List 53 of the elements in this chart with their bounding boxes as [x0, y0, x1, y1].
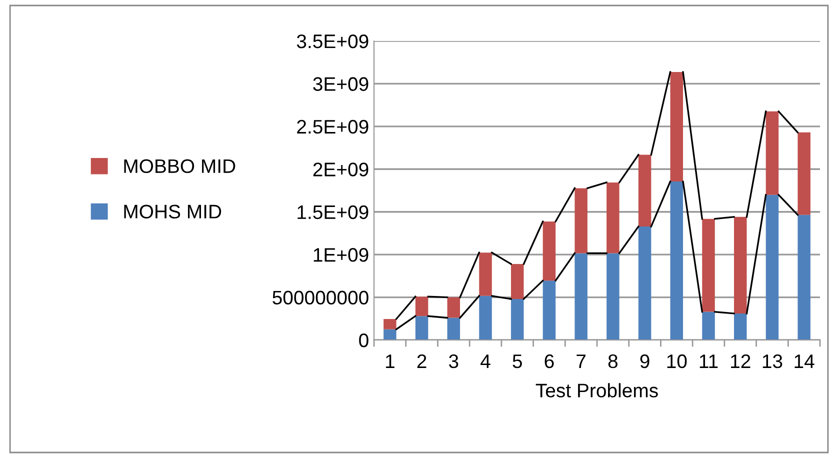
x-tick-label: 5 — [512, 354, 522, 368]
x-tick-label: 10 — [667, 354, 687, 368]
bar — [670, 72, 684, 182]
bar — [670, 182, 684, 340]
y-tick-label: 2E+09 — [313, 162, 368, 176]
bar — [638, 226, 652, 340]
bar — [766, 111, 779, 195]
bar — [479, 296, 492, 340]
x-tick-label: 4 — [480, 354, 490, 368]
bar — [510, 298, 524, 340]
x-tick-label: 14 — [794, 354, 814, 368]
bar — [574, 188, 588, 254]
x-tick-label: 3 — [448, 354, 458, 368]
bar — [702, 218, 715, 312]
x-tick-label: 11 — [700, 354, 718, 368]
bar — [447, 318, 460, 340]
y-tick-label: 1E+09 — [314, 248, 368, 262]
x-tick-label: 13 — [762, 354, 782, 368]
bar — [798, 214, 810, 340]
bar — [702, 312, 715, 340]
x-tick-label: 9 — [640, 354, 650, 368]
y-tick-label: 2.5E+09 — [297, 120, 368, 134]
y-tick-label: 0 — [359, 333, 368, 348]
bar — [415, 316, 428, 340]
bar — [798, 132, 810, 215]
x-tick-label: 7 — [576, 354, 586, 368]
bar — [638, 154, 652, 227]
bar — [766, 194, 779, 340]
x-tick-label: 8 — [608, 354, 618, 368]
x-tick-label: 2 — [417, 354, 426, 368]
y-tick-label: 1.5E+09 — [298, 205, 368, 220]
legend-label: MOHS MID — [124, 204, 222, 218]
x-tick-label: 12 — [731, 354, 750, 368]
x-axis-title: Test Problems — [536, 383, 658, 398]
y-tick-label: 3E+09 — [313, 77, 368, 91]
bar — [606, 182, 620, 254]
bar — [384, 318, 396, 330]
legend-label: MOBBO MID — [124, 159, 236, 174]
bar — [384, 329, 396, 340]
x-tick-label: 6 — [544, 354, 554, 368]
bar — [542, 280, 556, 340]
bar — [415, 296, 428, 316]
y-tick-label: 500000000 — [272, 290, 368, 305]
bar — [734, 216, 747, 314]
bar — [479, 252, 492, 296]
x-tick-label: 1 — [386, 354, 394, 368]
y-tick-label: 3.5E+09 — [296, 34, 368, 48]
bar — [510, 264, 524, 299]
bar — [447, 297, 460, 318]
bar — [542, 222, 556, 281]
bar — [574, 253, 588, 340]
bar — [734, 314, 747, 340]
bar — [606, 253, 620, 340]
